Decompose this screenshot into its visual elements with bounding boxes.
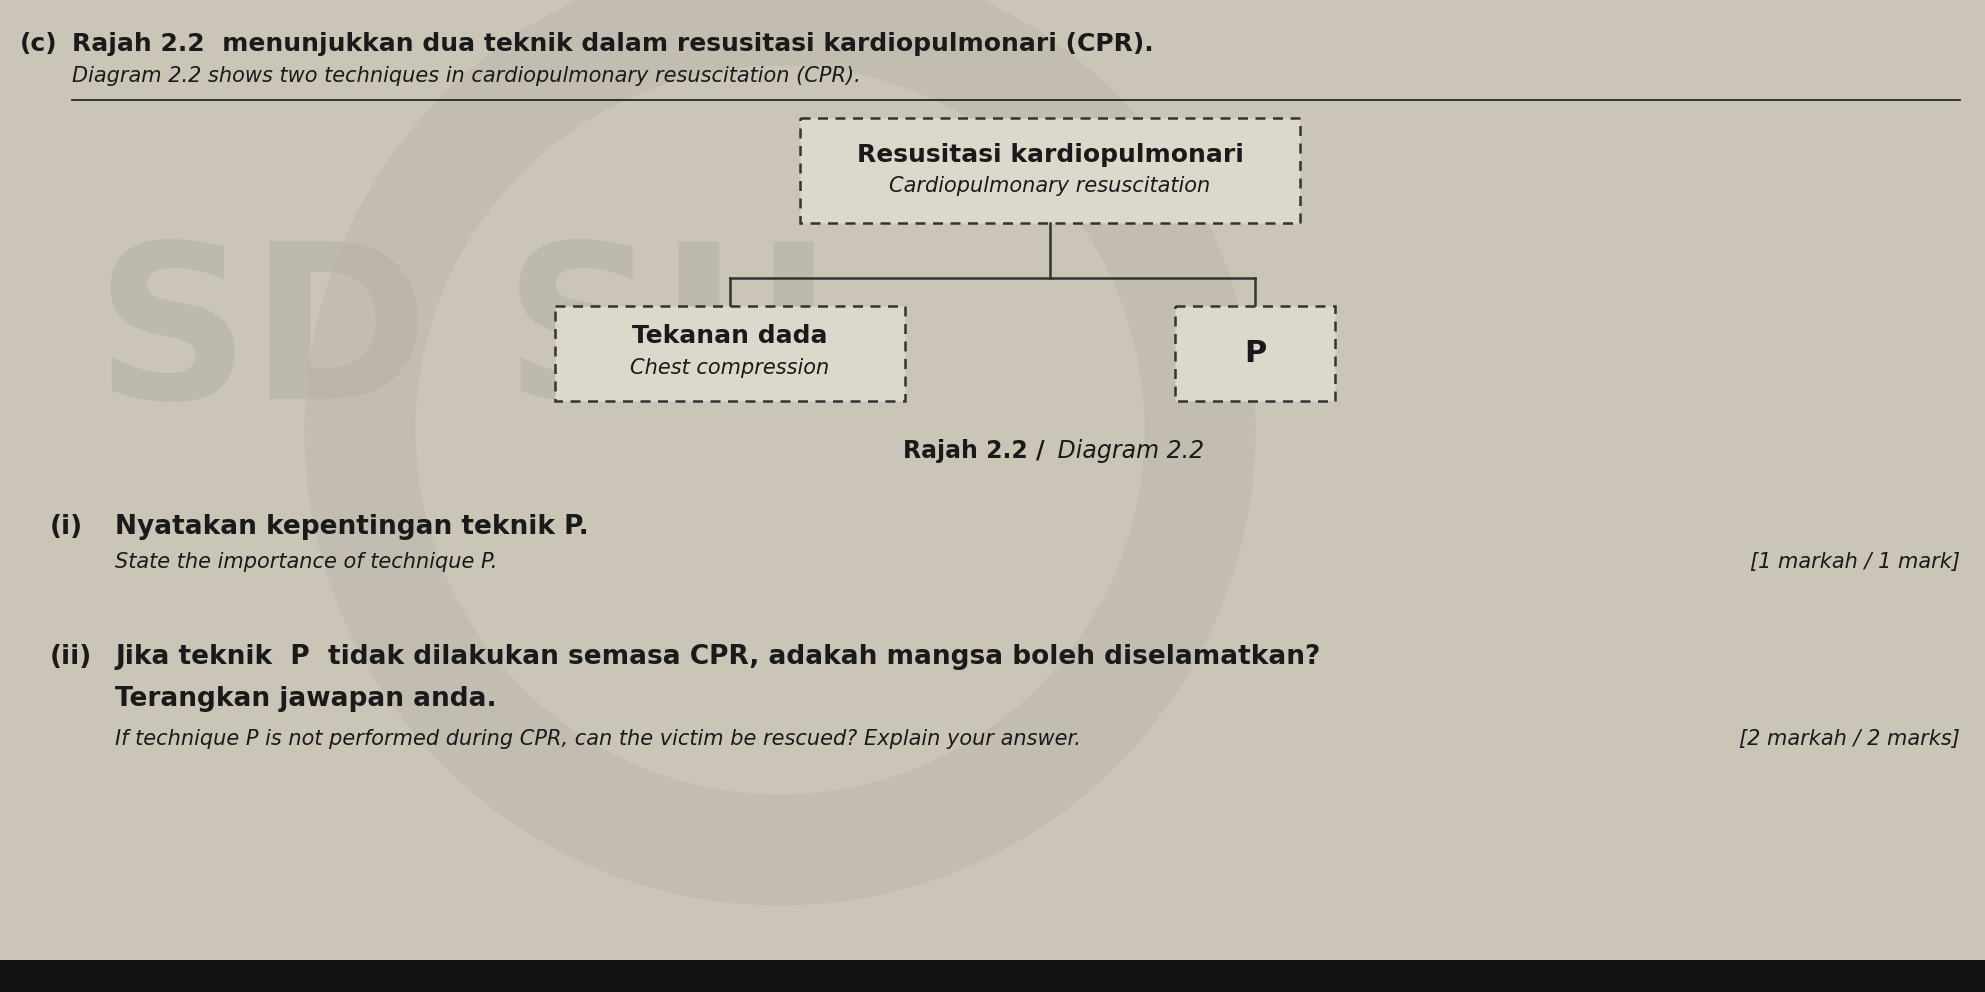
Text: Resusitasi kardiopulmonari: Resusitasi kardiopulmonari (858, 143, 1243, 167)
Text: [1 markah / 1 mark]: [1 markah / 1 mark] (1751, 552, 1959, 572)
Text: Nyatakan kepentingan teknik P.: Nyatakan kepentingan teknik P. (115, 514, 590, 540)
FancyBboxPatch shape (556, 306, 905, 401)
Text: Rajah 2.2  menunjukkan dua teknik dalam resusitasi kardiopulmonari (CPR).: Rajah 2.2 menunjukkan dua teknik dalam r… (71, 32, 1153, 56)
FancyBboxPatch shape (800, 118, 1300, 223)
Text: P: P (1245, 339, 1266, 368)
Text: [2 markah / 2 marks]: [2 markah / 2 marks] (1739, 729, 1959, 749)
Text: Tekanan dada: Tekanan dada (633, 324, 828, 348)
FancyBboxPatch shape (1175, 306, 1336, 401)
Text: Diagram 2.2 shows two techniques in cardiopulmonary resuscitation (CPR).: Diagram 2.2 shows two techniques in card… (71, 66, 861, 86)
Text: Rajah 2.2 /: Rajah 2.2 / (903, 439, 1044, 463)
Text: SD SU: SD SU (95, 235, 834, 444)
Text: Chest compression: Chest compression (631, 358, 830, 378)
Text: (ii): (ii) (50, 644, 91, 670)
Text: Diagram 2.2: Diagram 2.2 (1050, 439, 1205, 463)
Text: (c): (c) (20, 32, 58, 56)
Text: If technique P is not performed during CPR, can the victim be rescued? Explain y: If technique P is not performed during C… (115, 729, 1082, 749)
Bar (0, 960, 1985, 992)
Text: Jika teknik  P  tidak dilakukan semasa CPR, adakah mangsa boleh diselamatkan?: Jika teknik P tidak dilakukan semasa CPR… (115, 644, 1320, 670)
Text: Cardiopulmonary resuscitation: Cardiopulmonary resuscitation (889, 176, 1211, 196)
Text: (i): (i) (50, 514, 83, 540)
Text: State the importance of technique P.: State the importance of technique P. (115, 552, 498, 572)
Text: Terangkan jawapan anda.: Terangkan jawapan anda. (115, 686, 496, 712)
